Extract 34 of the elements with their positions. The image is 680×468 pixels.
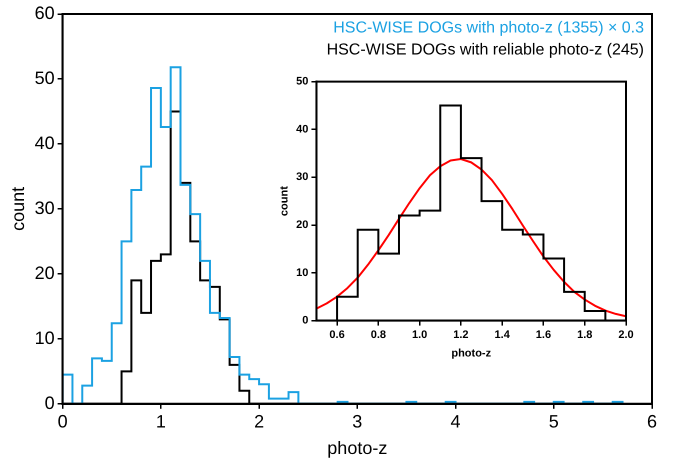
- text: HSC-WISE DOGs with photo-z (1355) × 0.3: [333, 19, 644, 36]
- y-tick-label: 30: [296, 171, 308, 184]
- y-tick-label: 10: [296, 266, 308, 279]
- y-tick-label: 20: [34, 262, 55, 283]
- x-tick-label: 4: [450, 412, 461, 432]
- y-tick-label: 0: [302, 314, 308, 327]
- x-tick-label: 1.8: [577, 329, 592, 342]
- text: HSC-WISE DOGs with reliable photo-z (245): [326, 41, 644, 58]
- x-tick-label: 0.6: [329, 329, 345, 342]
- x-tick-label: 1.4: [494, 329, 511, 342]
- x-tick-label: 2.0: [618, 329, 634, 342]
- y-tick-label: 40: [296, 123, 308, 136]
- x-tick-label: 0: [58, 412, 68, 432]
- x-tick-label: 1.6: [536, 329, 552, 342]
- y-axis-title: count: [278, 186, 291, 216]
- y-tick-label: 0: [44, 392, 55, 413]
- x-tick-label: 6: [646, 412, 658, 432]
- x-tick-label: 1: [156, 412, 166, 432]
- y-axis-title: count: [8, 186, 28, 231]
- x-axis-title: photo-z: [451, 347, 492, 360]
- x-axis-title: photo-z: [327, 438, 388, 458]
- y-tick-label: 40: [34, 132, 55, 153]
- x-tick-label: 2: [254, 412, 264, 432]
- y-tick-label: 10: [34, 328, 55, 348]
- x-tick-label: 3: [352, 412, 362, 432]
- y-tick-label: 50: [296, 76, 308, 88]
- y-tick-label: 60: [34, 2, 55, 23]
- x-tick-label: 1.0: [412, 329, 428, 342]
- y-tick-label: 30: [34, 198, 55, 218]
- x-tick-label: 0.8: [370, 329, 386, 342]
- y-tick-label: 50: [34, 68, 55, 88]
- y-tick-label: 20: [296, 219, 308, 232]
- x-tick-label: 5: [548, 412, 559, 432]
- x-tick-label: 1.2: [453, 329, 469, 342]
